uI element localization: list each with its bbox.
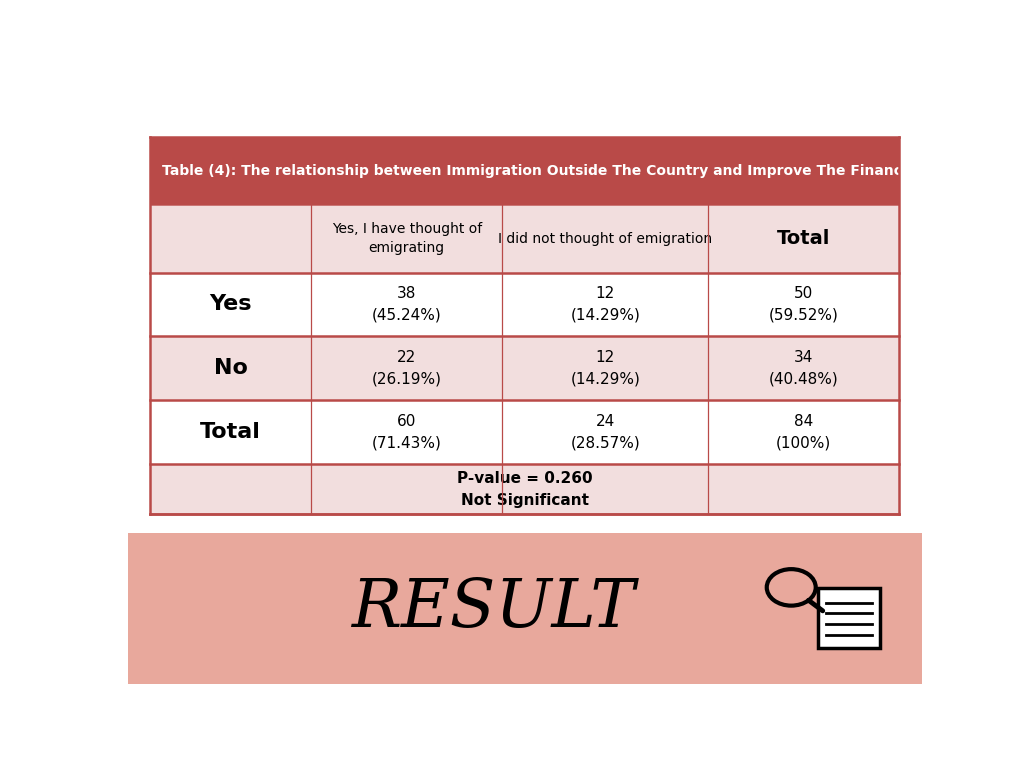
Bar [709,400,899,464]
Bar [151,273,311,336]
Bar [709,204,899,273]
Bar [503,273,709,336]
Text: 60
(71.43%): 60 (71.43%) [372,414,441,450]
Bar [311,273,503,336]
Bar [151,137,899,204]
Text: Table (4): The relationship between Immigration Outside The Country and Improve : Table (4): The relationship between Immi… [162,164,1000,177]
Text: 50
(59.52%): 50 (59.52%) [769,286,839,323]
Text: Yes: Yes [210,294,252,314]
Bar [709,273,899,336]
Bar [503,204,709,273]
Bar [151,400,311,464]
Bar [311,336,503,400]
Bar [818,588,880,648]
Text: RESULT: RESULT [351,575,635,641]
Text: 22
(26.19%): 22 (26.19%) [372,350,441,386]
Bar [128,533,922,684]
Bar [151,464,899,515]
Bar [311,400,503,464]
Text: Total: Total [201,422,261,442]
Text: I did not thought of emigration: I did not thought of emigration [499,231,713,246]
Text: 34
(40.48%): 34 (40.48%) [769,350,839,386]
Text: Total: Total [777,229,830,248]
Bar [503,400,709,464]
Bar [151,204,311,273]
Text: 84
(100%): 84 (100%) [776,414,831,450]
Text: 12
(14.29%): 12 (14.29%) [570,286,640,323]
Text: 12
(14.29%): 12 (14.29%) [570,350,640,386]
Text: P-value = 0.260
Not Significant: P-value = 0.260 Not Significant [457,471,593,508]
Bar [709,336,899,400]
Bar [503,336,709,400]
Text: No: No [214,359,248,379]
Text: 24
(28.57%): 24 (28.57%) [570,414,640,450]
Text: 38
(45.24%): 38 (45.24%) [372,286,441,323]
Text: Yes, I have thought of
emigrating: Yes, I have thought of emigrating [332,222,482,255]
Bar [311,204,503,273]
Bar [151,336,311,400]
